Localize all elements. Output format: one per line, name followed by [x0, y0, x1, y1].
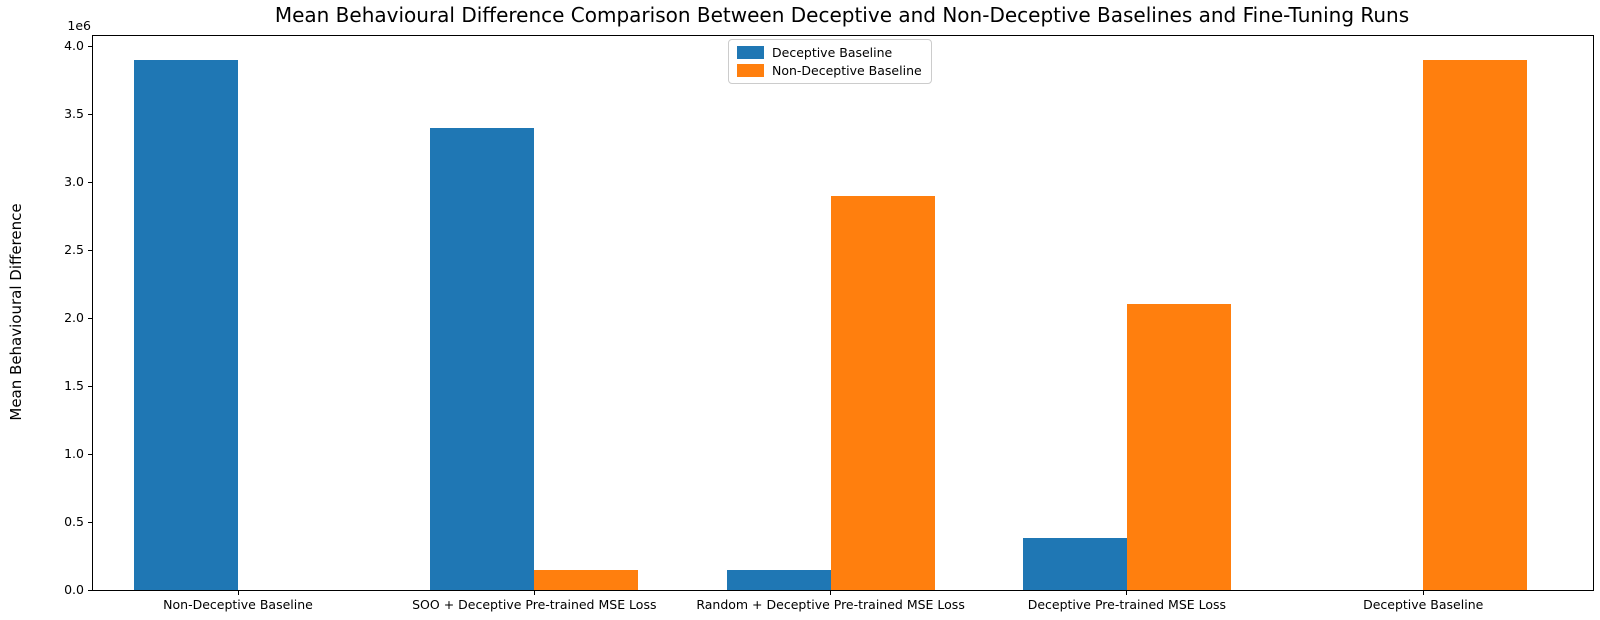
y-tick-label: 3.5 — [64, 105, 84, 121]
x-tick-mark — [830, 590, 832, 595]
y-axis-label: Mean Behavioural Difference — [7, 203, 25, 421]
legend-swatch-icon — [737, 46, 764, 59]
legend-label: Deceptive Baseline — [772, 45, 893, 60]
bar-non-deceptive-baseline — [830, 195, 935, 590]
y-tick-mark — [88, 113, 93, 115]
x-tick-mark — [533, 590, 535, 595]
bar-non-deceptive-baseline — [534, 569, 639, 590]
y-tick-mark — [88, 453, 93, 455]
y-tick-mark — [88, 181, 93, 183]
y-tick-label: 1.5 — [64, 377, 84, 393]
y-tick-label: 0.0 — [64, 581, 84, 597]
chart-legend: Deceptive Baseline Non-Deceptive Baseline — [728, 39, 932, 84]
y-tick-mark — [88, 317, 93, 319]
y-tick-mark — [88, 589, 93, 591]
legend-entry: Non-Deceptive Baseline — [737, 63, 922, 78]
legend-entry: Deceptive Baseline — [737, 45, 922, 60]
x-tick-mark — [1126, 590, 1128, 595]
bar-non-deceptive-baseline — [1126, 304, 1231, 590]
bar-non-deceptive-baseline — [1423, 59, 1528, 590]
legend-swatch-icon — [737, 64, 764, 77]
y-tick-label: 0.5 — [64, 513, 84, 529]
x-tick-label: Random + Deceptive Pre-trained MSE Loss — [696, 597, 965, 612]
y-tick-label: 4.0 — [64, 37, 84, 53]
x-tick-label: SOO + Deceptive Pre-trained MSE Loss — [412, 597, 657, 612]
y-tick-label: 3.0 — [64, 173, 84, 189]
x-tick-label: Deceptive Pre-trained MSE Loss — [1027, 597, 1227, 612]
y-tick-label: 2.5 — [64, 241, 84, 257]
bar-deceptive-baseline — [134, 59, 238, 590]
bar-deceptive-baseline — [430, 127, 535, 590]
y-tick-mark — [88, 249, 93, 251]
y-tick-label: 2.0 — [64, 309, 84, 325]
x-tick-mark — [237, 590, 239, 595]
y-tick-mark — [88, 45, 93, 47]
y-tick-mark — [88, 521, 93, 523]
legend-label: Non-Deceptive Baseline — [772, 63, 922, 78]
y-tick-label: 1.0 — [64, 445, 84, 461]
x-tick-label: Non-Deceptive Baseline — [163, 597, 313, 612]
y-tick-mark — [88, 385, 93, 387]
y-axis-offset-label: 1e6 — [67, 18, 91, 33]
x-tick-label: Deceptive Baseline — [1363, 597, 1484, 612]
bar-deceptive-baseline — [1022, 538, 1127, 590]
x-tick-mark — [1422, 590, 1424, 595]
chart-title: Mean Behavioural Difference Comparison B… — [274, 3, 1410, 27]
bar-deceptive-baseline — [726, 569, 831, 590]
plot-area: 1e6 0.0 0.5 1.0 1.5 2.0 2.5 3.0 3.5 4.0 Non-Decep… — [64, 18, 1594, 612]
